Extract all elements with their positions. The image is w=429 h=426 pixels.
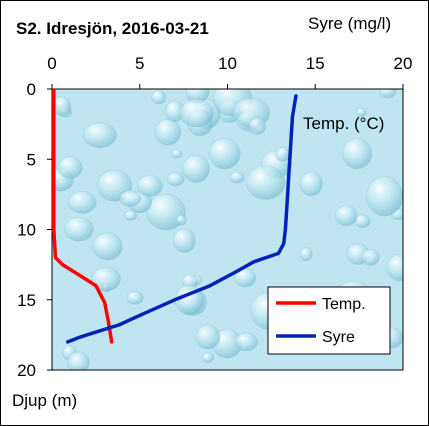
water-drop	[92, 232, 123, 261]
series-layer	[52, 89, 298, 344]
water-drop	[299, 171, 323, 197]
water-drop	[275, 147, 290, 162]
y-axis-ticks	[47, 88, 52, 371]
water-drop	[167, 172, 185, 187]
x-tick-label: 5	[135, 54, 144, 73]
water-drop	[234, 332, 258, 352]
legend-label-syre: Syre	[322, 329, 355, 346]
water-drop	[195, 324, 221, 350]
water-drop	[179, 98, 214, 128]
water-drop	[379, 89, 397, 99]
x-tick-label: 20	[394, 54, 413, 73]
water-drop	[386, 254, 403, 281]
water-drop	[68, 191, 97, 214]
y-axis-label: Djup (m)	[12, 391, 77, 410]
water-drop	[342, 138, 373, 170]
legend-label-temp: Temp.	[322, 296, 366, 313]
x-tick-label: 10	[218, 54, 237, 73]
water-drop	[91, 267, 121, 292]
water-drop	[83, 122, 117, 148]
water-drop	[173, 228, 196, 253]
water-drop	[182, 154, 210, 183]
chart-title: S2. Idresjön, 2016-03-21	[16, 19, 209, 38]
y-tick-label: 5	[27, 150, 36, 169]
x-tick-label: 0	[47, 54, 56, 73]
water-drop	[136, 175, 163, 197]
legend: Temp. Syre	[267, 286, 391, 355]
water-drop	[201, 352, 215, 363]
water-drop	[246, 165, 286, 200]
y-axis-tick-labels: 0 5 10 15 20	[17, 80, 36, 380]
top-axis-label: Syre (mg/l)	[308, 14, 391, 33]
water-drop	[124, 210, 138, 221]
x-tick-label: 15	[306, 54, 325, 73]
y-tick-label: 20	[17, 361, 36, 380]
water-drop	[58, 156, 83, 179]
water-drop	[154, 118, 182, 146]
water-drop	[171, 149, 183, 159]
water-drop	[176, 214, 187, 226]
y-tick-label: 15	[17, 291, 36, 310]
series-line-syre	[66, 94, 298, 344]
series-line-temp	[52, 89, 114, 344]
water-drop	[67, 351, 90, 370]
water-drop	[234, 268, 257, 288]
water-drop	[64, 216, 94, 242]
water-drop	[334, 205, 358, 226]
x-axis-ticks	[51, 84, 404, 89]
legend-box	[267, 286, 391, 355]
y-tick-label: 0	[27, 80, 36, 99]
y-tick-label: 10	[17, 221, 36, 240]
water-drop	[361, 249, 380, 266]
water-drop	[146, 194, 186, 231]
water-drop	[299, 247, 313, 262]
water-drop	[208, 138, 241, 170]
water-drop	[355, 107, 367, 117]
water-drop	[248, 117, 267, 135]
water-drop	[151, 90, 166, 105]
water-drop	[119, 190, 142, 207]
inside-label-temp: Temp. (°C)	[303, 114, 384, 133]
water-drop	[126, 290, 144, 305]
x-axis-tick-labels: 0 5 10 15 20	[47, 54, 412, 73]
water-drop	[229, 171, 245, 184]
water-drop	[366, 176, 403, 217]
